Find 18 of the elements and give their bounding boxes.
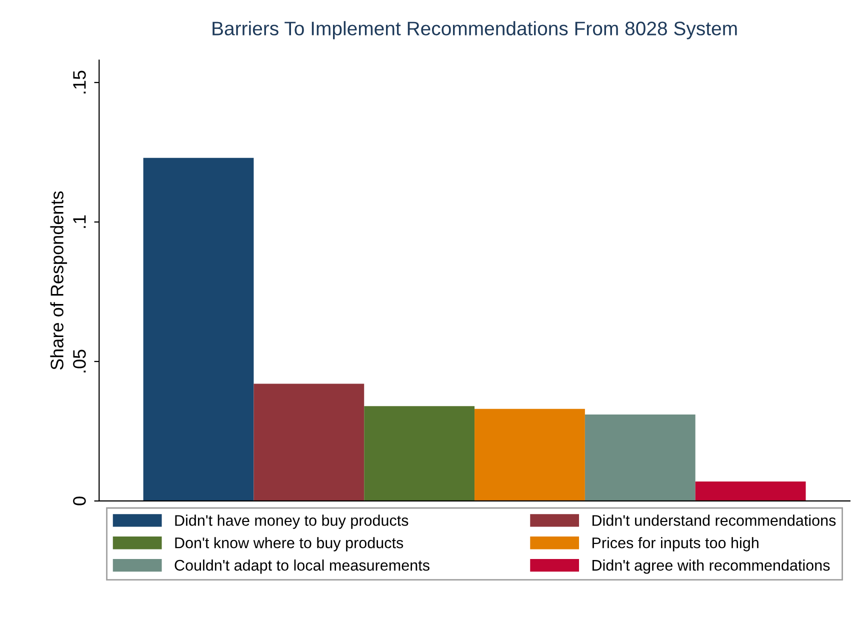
y-axis-title: Share of Respondents [50, 191, 68, 370]
legend-label: Don't know where to buy products [175, 537, 404, 552]
y-tick-label: .15 [73, 70, 86, 94]
y-tick-label: 0 [73, 496, 86, 506]
bar [364, 406, 475, 501]
bar [143, 158, 254, 501]
chart-title: Barriers To Implement Recommendations From 8028 System [212, 21, 737, 40]
bar [584, 414, 696, 501]
legend-label: Couldn't adapt to local measurements [174, 559, 430, 574]
y-tick-label: .05 [73, 350, 86, 372]
bar [695, 481, 806, 501]
legend-label: Didn't understand recommendations [592, 514, 836, 526]
legend-label: Prices for inputs too high [592, 537, 758, 552]
bar [474, 408, 585, 501]
y-tick-label: .1 [73, 215, 86, 228]
legend-label: Didn't agree with recommendations [592, 559, 830, 574]
bar [254, 384, 364, 501]
legend-label: Didn't have money to buy products [175, 514, 408, 529]
